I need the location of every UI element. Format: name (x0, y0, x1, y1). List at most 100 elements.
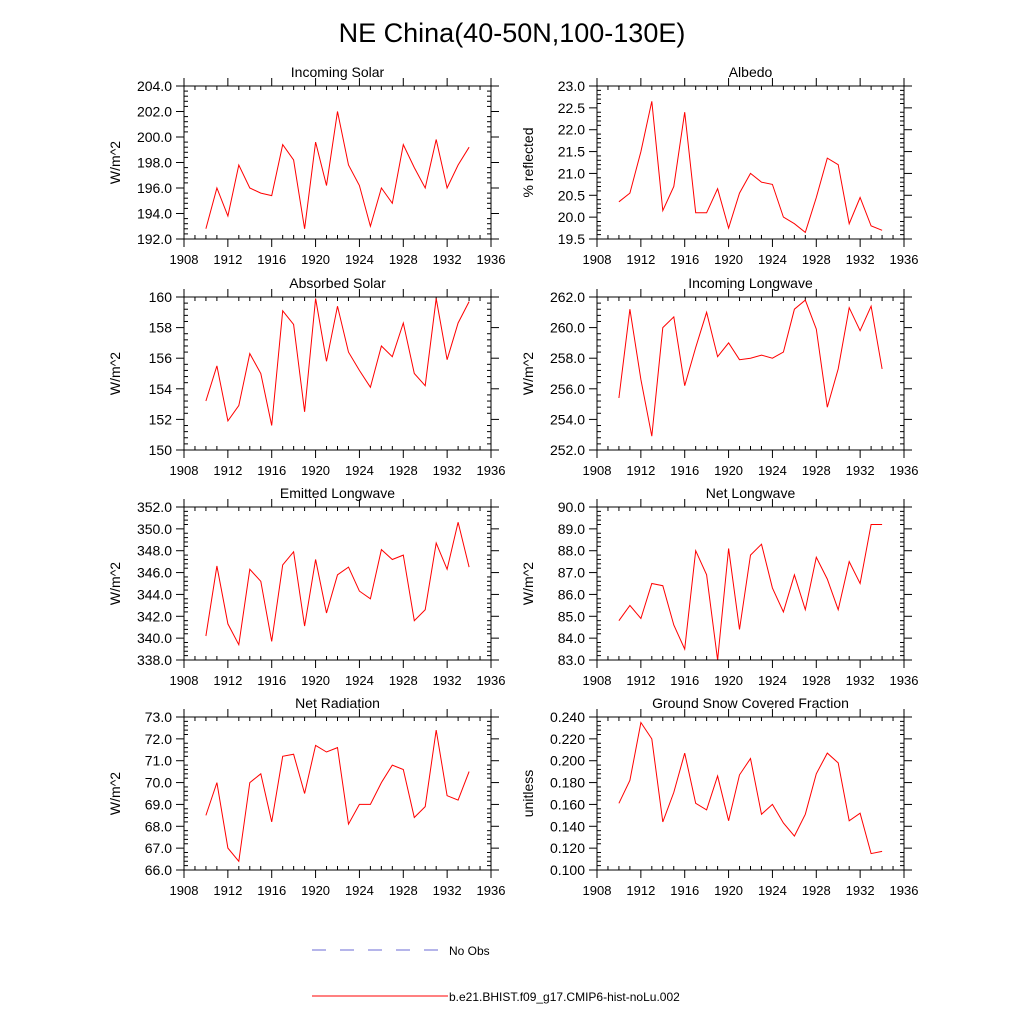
series-line (206, 522, 469, 644)
x-tick-label: 1932 (846, 252, 875, 267)
x-tick-label: 1936 (477, 673, 506, 688)
plot-frame (597, 86, 904, 239)
y-tick-label: 87.0 (558, 565, 585, 581)
x-tick-label: 1916 (257, 463, 286, 478)
panel-title: Emitted Longwave (280, 485, 395, 501)
panel-grid: Incoming Solar W/m^2 1908 1912 1916 1920 1924 1… (107, 64, 918, 898)
panel-3: Absorbed Solar W/m^2 1908 1912 1916 1920 1924 1… (107, 275, 505, 478)
panel-title: Net Longwave (706, 485, 796, 501)
panel-title: Ground Snow Covered Fraction (652, 695, 849, 711)
x-tick-label: 1924 (345, 252, 374, 267)
x-tick-label: 1920 (301, 673, 330, 688)
x-tick-label: 1908 (583, 883, 612, 898)
x-tick-label: 1916 (670, 252, 699, 267)
y-tick-label: 340.0 (137, 630, 172, 646)
y-tick-label: 256.0 (550, 381, 585, 397)
y-tick-label: 83.0 (558, 652, 585, 668)
y-tick-label: 252.0 (550, 442, 585, 458)
panel-2: Albedo % reflected 1908 1912 1916 1920 1924 192… (520, 64, 918, 267)
x-tick-label: 1920 (301, 883, 330, 898)
y-tick-label: 19.5 (558, 231, 585, 247)
plot-frame (184, 86, 491, 239)
x-tick-label: 1936 (890, 673, 919, 688)
y-tick-label: 154 (149, 381, 173, 397)
x-tick-label: 1908 (583, 252, 612, 267)
panel-title: Albedo (729, 64, 773, 80)
x-tick-label: 1916 (257, 673, 286, 688)
y-tick-label: 352.0 (137, 499, 172, 515)
y-tick-label: 338.0 (137, 652, 172, 668)
y-tick-label: 158 (149, 320, 173, 336)
y-tick-label: 254.0 (550, 411, 585, 427)
y-tick-label: 150 (149, 442, 173, 458)
x-tick-label: 1916 (670, 883, 699, 898)
y-tick-label: 0.160 (550, 796, 585, 812)
x-tick-label: 1912 (626, 883, 655, 898)
x-tick-label: 1920 (714, 883, 743, 898)
plot-frame (184, 507, 491, 660)
y-tick-label: 0.120 (550, 840, 585, 856)
x-tick-label: 1912 (213, 673, 242, 688)
series-line (619, 723, 882, 854)
panel-7: Net Radiation W/m^2 1908 1912 1916 1920 1924 19… (107, 695, 505, 898)
y-tick-label: 89.0 (558, 521, 585, 537)
y-tick-label: 260.0 (550, 320, 585, 336)
y-tick-label: 22.0 (558, 122, 585, 138)
x-tick-label: 1936 (890, 252, 919, 267)
y-axis-label: unitless (520, 770, 536, 817)
x-tick-label: 1908 (170, 883, 199, 898)
panel-8: Ground Snow Covered Fraction unitless 1908… (520, 695, 918, 898)
x-tick-label: 1912 (213, 463, 242, 478)
y-tick-label: 72.0 (145, 731, 172, 747)
y-tick-label: 22.5 (558, 100, 585, 116)
x-tick-label: 1908 (170, 673, 199, 688)
y-tick-label: 156 (149, 350, 173, 366)
x-tick-label: 1924 (345, 463, 374, 478)
x-tick-label: 1936 (890, 883, 919, 898)
y-tick-label: 348.0 (137, 543, 172, 559)
y-tick-label: 152 (149, 411, 173, 427)
x-tick-label: 1912 (213, 252, 242, 267)
y-tick-label: 73.0 (145, 709, 172, 725)
y-tick-label: 23.0 (558, 78, 585, 94)
x-tick-label: 1916 (257, 252, 286, 267)
x-tick-label: 1920 (714, 252, 743, 267)
x-tick-label: 1920 (714, 673, 743, 688)
x-tick-label: 1908 (170, 463, 199, 478)
x-tick-label: 1932 (433, 463, 462, 478)
y-tick-label: 20.0 (558, 209, 585, 225)
legend: No Obs b.e21.BHIST.f09_g17.CMIP6-hist-no… (312, 944, 680, 1004)
plot-frame (597, 507, 904, 660)
y-tick-label: 71.0 (145, 753, 172, 769)
y-tick-label: 84.0 (558, 630, 585, 646)
y-tick-label: 198.0 (137, 155, 172, 171)
y-tick-label: 204.0 (137, 78, 172, 94)
x-tick-label: 1912 (626, 463, 655, 478)
y-tick-label: 194.0 (137, 206, 172, 222)
x-tick-label: 1908 (583, 463, 612, 478)
figure-page: NE China(40-50N,100-130E) Incoming Solar… (0, 0, 1024, 1024)
y-axis-label: W/m^2 (520, 352, 536, 395)
x-tick-label: 1916 (670, 673, 699, 688)
panel-title: Incoming Longwave (688, 275, 813, 291)
y-tick-label: 258.0 (550, 350, 585, 366)
x-tick-label: 1924 (758, 673, 787, 688)
y-tick-label: 86.0 (558, 586, 585, 602)
x-tick-label: 1928 (389, 252, 418, 267)
y-tick-label: 69.0 (145, 796, 172, 812)
plot-frame (184, 297, 491, 450)
legend-label-model: b.e21.BHIST.f09_g17.CMIP6-hist-noLu.002 (449, 990, 680, 1004)
y-axis-label: W/m^2 (107, 772, 123, 815)
x-tick-label: 1924 (758, 463, 787, 478)
plot-frame (184, 717, 491, 870)
y-tick-label: 0.140 (550, 818, 585, 834)
x-tick-label: 1932 (433, 883, 462, 898)
y-tick-label: 70.0 (145, 775, 172, 791)
panel-4: Incoming Longwave W/m^2 1908 1912 1916 1920 19… (520, 275, 918, 478)
y-tick-label: 88.0 (558, 543, 585, 559)
y-axis-label: W/m^2 (107, 562, 123, 605)
y-axis-label: W/m^2 (107, 141, 123, 184)
x-tick-label: 1920 (714, 463, 743, 478)
x-tick-label: 1928 (802, 673, 831, 688)
panel-title: Incoming Solar (291, 64, 385, 80)
